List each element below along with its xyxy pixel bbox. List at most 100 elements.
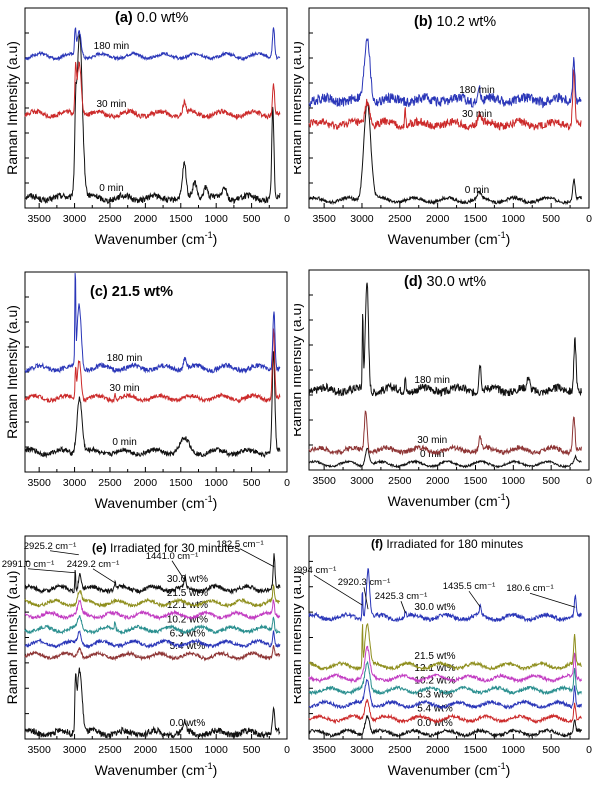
peak-annotation-label: 2429.2 cm⁻¹ [67, 559, 120, 570]
series-label: 6.3 wt% [170, 629, 206, 640]
series-label: 180 min [94, 41, 130, 52]
x-axis-label: Wavenumber (cm-1) [95, 494, 218, 511]
x-tick-label: 1000 [502, 213, 526, 225]
x-tick-label: 3000 [350, 213, 374, 225]
series-line [308, 282, 582, 397]
x-tick-label: 2000 [134, 213, 158, 225]
series-label: 21.5 wt% [414, 651, 455, 662]
x-tick-label: 3000 [350, 744, 374, 756]
x-tick-label: 500 [243, 477, 261, 489]
x-tick-label: 1000 [502, 475, 526, 487]
series-line [24, 630, 281, 650]
x-tick-label: 1500 [169, 744, 193, 756]
x-tick-label: 0 [586, 213, 592, 225]
x-tick-label: 3000 [350, 475, 374, 487]
x-tick-label: 2000 [426, 475, 450, 487]
x-tick-label: 2500 [98, 213, 122, 225]
series-line [308, 69, 582, 131]
series-label: 0.0 wt% [170, 718, 206, 729]
y-axis-label: Raman Intensity (a.u) [4, 571, 20, 705]
x-tick-label: 3500 [27, 744, 51, 756]
series-line [24, 553, 281, 595]
series-label: 30.0 wt% [414, 602, 455, 613]
peak-annotation-arrow [529, 592, 576, 608]
x-tick-label: 0 [586, 744, 592, 756]
panel-d: 3500 3000 2500 2000 1500 1000 500 0 Wavenumber (… [294, 262, 599, 524]
series-line [308, 38, 582, 109]
series-label: 180 min [107, 353, 143, 364]
series-label: 180 min [414, 375, 450, 386]
series-line [308, 714, 582, 739]
x-tick-label: 2000 [134, 477, 158, 489]
series-line [24, 351, 281, 459]
series-line [24, 599, 281, 621]
series-label: 30.0 wt% [167, 574, 208, 585]
peak-annotation-arrow [468, 590, 481, 608]
series-label: 10.2 wt% [414, 675, 455, 686]
x-tick-label: 1000 [502, 744, 526, 756]
peak-annotation-arrow [239, 548, 275, 568]
x-tick-label: 3500 [312, 213, 336, 225]
series-line [24, 328, 281, 404]
series-line [308, 698, 582, 725]
x-tick-label: 2500 [388, 744, 412, 756]
y-axis-label: Raman Intensity (a.u) [4, 305, 20, 439]
x-tick-label: 3000 [63, 744, 87, 756]
x-tick-label: 2500 [388, 213, 412, 225]
x-tick-label: 2500 [388, 475, 412, 487]
series-label: 12.1 wt% [414, 663, 455, 674]
series-label: 0 min [420, 449, 444, 460]
x-tick-label: 2000 [426, 744, 450, 756]
series-line [24, 645, 281, 662]
x-tick-label: 3000 [63, 477, 87, 489]
x-tick-label: 500 [243, 744, 261, 756]
x-tick-label: 1000 [205, 477, 229, 489]
panel-a: 3500 3000 2500 2000 1500 1000 500 0 Wavenumber (… [0, 0, 294, 262]
peak-annotation-arrow [49, 550, 79, 556]
series-label: 0 min [99, 183, 123, 194]
peak-annotation-arrow [171, 560, 186, 581]
series-label: 10.2 wt% [167, 614, 208, 625]
series-line [308, 101, 582, 206]
x-tick-label: 1500 [169, 477, 193, 489]
x-tick-label: 500 [542, 475, 560, 487]
chart-title: (a) 0.0 wt% [115, 10, 188, 26]
x-tick-label: 3500 [27, 477, 51, 489]
x-tick-label: 0 [284, 744, 290, 756]
x-tick-label: 3000 [63, 213, 87, 225]
x-tick-label: 1000 [205, 744, 229, 756]
x-tick-label: 0 [586, 475, 592, 487]
peak-annotation-arrow [313, 574, 363, 606]
series-label: 0.0 wt% [417, 718, 453, 729]
peak-annotation-label: 180.6 cm⁻¹ [506, 583, 553, 594]
series-line [308, 568, 582, 623]
y-axis-label: Raman Intensity (a.u) [294, 571, 304, 705]
series-line [308, 623, 582, 672]
series-label: 5.4 wt% [170, 641, 206, 652]
x-tick-label: 0 [284, 477, 290, 489]
peak-annotation-label: 2425.3 cm⁻¹ [375, 591, 428, 602]
plot-frame [24, 535, 288, 740]
x-tick-label: 1500 [464, 744, 488, 756]
series-label: 5.4 wt% [417, 704, 453, 715]
y-axis-label: Raman Intensity (a.u) [294, 303, 304, 437]
peak-annotation-label: 2991.0 cm⁻¹ [2, 559, 55, 570]
series-label: 30 min [462, 109, 492, 120]
x-axis-label: Wavenumber (cm-1) [388, 492, 511, 509]
series-label: 30 min [110, 383, 140, 394]
series-label: 30 min [417, 435, 447, 446]
series-line [24, 667, 281, 740]
series-label: 0 min [465, 185, 489, 196]
peak-annotation-label: 182.5 cm⁻¹ [216, 539, 263, 550]
x-tick-label: 3500 [27, 213, 51, 225]
x-axis-label: Wavenumber (cm-1) [95, 230, 218, 247]
series-label: 6.3 wt% [417, 689, 453, 700]
panel-e: 3500 3000 2500 2000 1500 1000 500 0 Wavenumber (… [0, 524, 294, 792]
x-tick-label: 500 [542, 213, 560, 225]
series-line [308, 447, 582, 469]
series-line [308, 660, 582, 696]
x-tick-label: 1000 [205, 213, 229, 225]
peak-annotation-label: 2994 cm⁻¹ [294, 565, 336, 576]
x-tick-label: 1500 [464, 213, 488, 225]
x-tick-label: 1500 [464, 475, 488, 487]
